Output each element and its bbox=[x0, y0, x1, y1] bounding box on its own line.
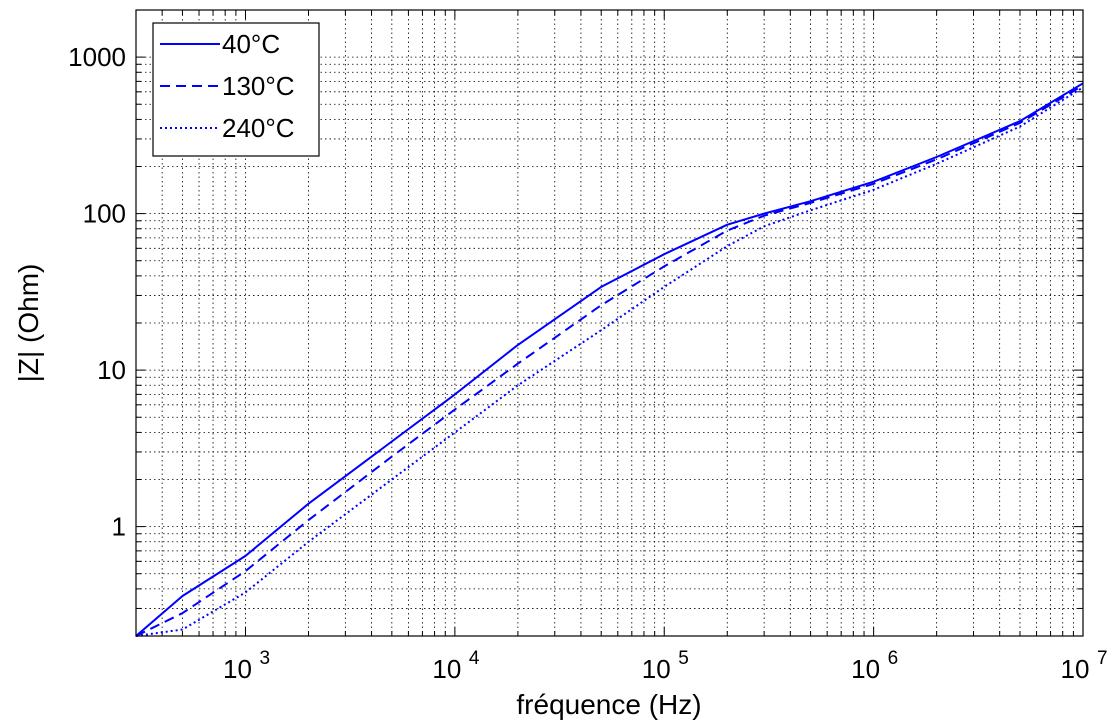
x-tick-label-base: 10 bbox=[642, 654, 671, 684]
legend: 40°C 130°C 240°C bbox=[153, 23, 319, 156]
x-tick-label-exponent: 5 bbox=[678, 648, 689, 669]
x-tick-label: 10 6 bbox=[851, 648, 898, 684]
x-tick-label: 10 5 bbox=[642, 648, 689, 684]
legend-label-1: 40°C bbox=[222, 29, 280, 59]
x-tick-label-base: 10 bbox=[432, 654, 461, 684]
x-axis-label: fréquence (Hz) bbox=[516, 689, 701, 720]
y-tick-label: 10 bbox=[97, 355, 126, 385]
y-tick-label: 100 bbox=[83, 199, 126, 229]
y-tick-label: 1 bbox=[112, 512, 126, 542]
y-axis-label: |Z| (Ohm) bbox=[13, 264, 44, 383]
x-tick-label-exponent: 4 bbox=[469, 648, 480, 669]
x-tick-labels: 10 3 10 4 10 5 10 6 10 7 bbox=[223, 648, 1108, 684]
x-tick-label-exponent: 7 bbox=[1097, 648, 1108, 669]
x-tick-label-base: 10 bbox=[1061, 654, 1090, 684]
x-tick-label: 10 4 bbox=[432, 648, 479, 684]
legend-label-2: 130°C bbox=[222, 71, 295, 101]
x-tick-label: 10 7 bbox=[1061, 648, 1108, 684]
y-tick-labels: 1 10 100 1000 bbox=[68, 42, 126, 542]
x-tick-label-base: 10 bbox=[851, 654, 880, 684]
x-tick-label: 10 3 bbox=[223, 648, 270, 684]
x-tick-label-exponent: 6 bbox=[888, 648, 899, 669]
y-tick-label: 1000 bbox=[68, 42, 126, 72]
x-tick-label-base: 10 bbox=[223, 654, 252, 684]
x-tick-label-exponent: 3 bbox=[259, 648, 270, 669]
legend-label-3: 240°C bbox=[222, 113, 295, 143]
